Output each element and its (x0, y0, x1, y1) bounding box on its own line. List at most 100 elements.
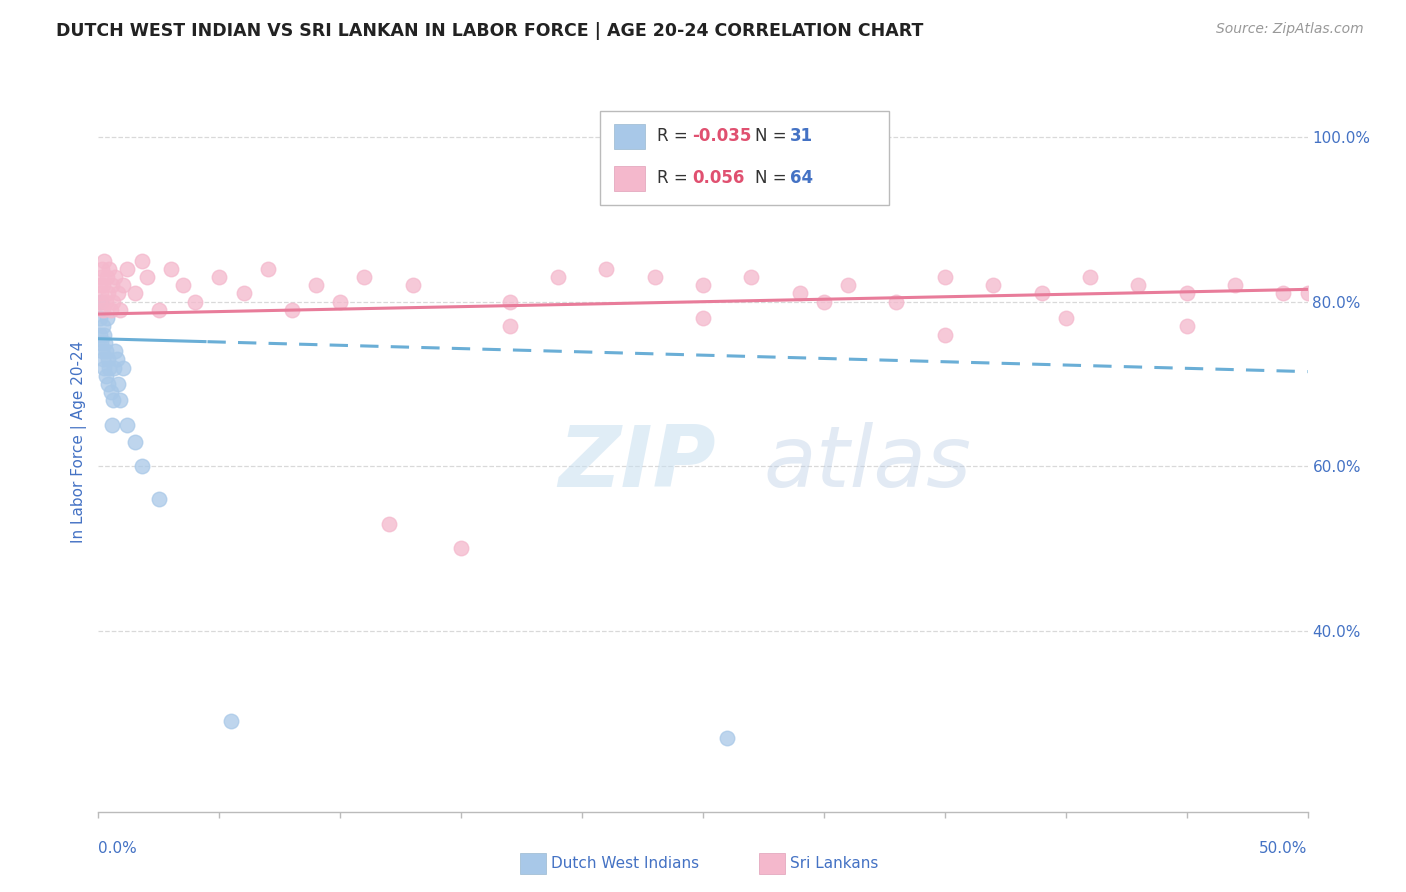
Point (101, 294, 124, 309)
Point (595, 261, 617, 276)
Point (1031, 286, 1053, 301)
Point (90, 335, 112, 350)
Point (111, 360, 134, 375)
Point (716, 731, 738, 745)
Text: DUTCH WEST INDIAN VS SRI LANKAN IN LABOR FORCE | AGE 20-24 CORRELATION CHART: DUTCH WEST INDIAN VS SRI LANKAN IN LABOR… (56, 22, 924, 40)
Point (184, 294, 207, 309)
Point (100, 385, 122, 400)
Point (692, 278, 714, 293)
Point (90, 294, 112, 309)
Text: R =: R = (657, 169, 693, 187)
Point (1078, 270, 1101, 285)
Point (108, 393, 131, 408)
Point (402, 278, 425, 293)
Point (450, 541, 472, 556)
Point (124, 286, 146, 301)
Point (1175, 286, 1198, 301)
Point (232, 286, 254, 301)
Text: R =: R = (657, 128, 693, 145)
Text: 31: 31 (790, 128, 813, 145)
Point (91, 261, 114, 276)
Point (96, 311, 118, 326)
Point (886, 294, 908, 309)
Text: 0.056: 0.056 (692, 169, 744, 187)
Point (305, 278, 328, 293)
Point (131, 459, 153, 474)
Point (1054, 311, 1077, 326)
Text: Dutch West Indians: Dutch West Indians (551, 856, 699, 871)
Point (172, 278, 194, 293)
Point (93, 253, 115, 268)
Point (498, 294, 520, 309)
Point (1175, 319, 1198, 334)
Point (377, 516, 399, 531)
Point (1223, 278, 1246, 293)
Point (91, 302, 114, 317)
Point (97, 286, 120, 301)
Point (91, 278, 114, 293)
Point (97, 376, 120, 391)
Point (108, 302, 131, 317)
Point (94, 294, 117, 309)
Point (107, 376, 129, 391)
Text: ZIP: ZIP (558, 422, 716, 505)
Point (117, 261, 139, 276)
Point (1296, 286, 1319, 301)
Point (100, 278, 122, 293)
Point (789, 286, 811, 301)
Point (353, 270, 375, 285)
Point (111, 278, 134, 293)
Text: 0.0%: 0.0% (98, 840, 138, 855)
Point (692, 311, 714, 326)
Text: Source: ZipAtlas.com: Source: ZipAtlas.com (1216, 22, 1364, 37)
Point (208, 270, 231, 285)
Point (329, 294, 352, 309)
Point (160, 261, 183, 276)
Point (281, 302, 304, 317)
Point (100, 302, 122, 317)
Point (89, 278, 111, 293)
Point (498, 319, 520, 334)
Point (90, 270, 112, 285)
Point (837, 278, 859, 293)
Point (90, 286, 112, 301)
Point (94, 335, 117, 350)
Text: Sri Lankans: Sri Lankans (790, 856, 879, 871)
Point (148, 492, 170, 507)
Point (96, 344, 118, 359)
Point (124, 434, 146, 449)
Point (104, 270, 127, 285)
Point (89, 294, 111, 309)
Point (981, 278, 1004, 293)
Point (934, 327, 956, 342)
Text: -0.035: -0.035 (692, 128, 751, 145)
Point (131, 253, 153, 268)
Point (96, 270, 118, 285)
Point (98, 360, 121, 375)
Point (547, 270, 569, 285)
Point (1272, 286, 1295, 301)
Point (97, 352, 120, 367)
Point (91, 352, 114, 367)
Point (221, 714, 243, 729)
Point (89, 311, 111, 326)
Text: N =: N = (755, 169, 792, 187)
Point (117, 418, 139, 433)
Point (89, 327, 111, 342)
Point (94, 368, 117, 383)
Point (105, 352, 128, 367)
Point (644, 270, 666, 285)
Text: atlas: atlas (763, 422, 972, 505)
Text: N =: N = (755, 128, 792, 145)
Point (103, 360, 125, 375)
Point (100, 418, 122, 433)
Point (93, 327, 115, 342)
Text: 64: 64 (790, 169, 813, 187)
Point (101, 393, 124, 408)
Point (104, 344, 127, 359)
Point (91, 344, 114, 359)
Point (98, 261, 121, 276)
Point (91, 319, 114, 334)
Y-axis label: In Labor Force | Age 20-24: In Labor Force | Age 20-24 (72, 341, 87, 542)
Point (148, 302, 170, 317)
